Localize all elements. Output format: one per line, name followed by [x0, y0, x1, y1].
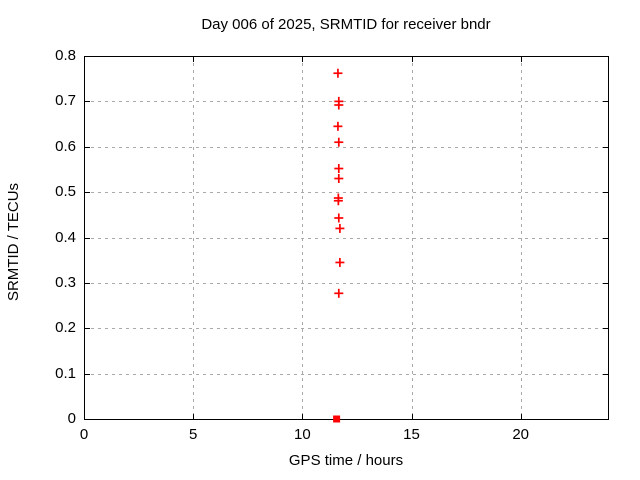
data-point-square: [333, 415, 341, 423]
y-tick-label-0.4: 0.4: [55, 228, 76, 246]
y-tick-label-0.2: 0.2: [55, 319, 76, 337]
plot-border: [84, 56, 609, 420]
data-point-plus: [333, 121, 343, 131]
x-tick-label-20: 20: [512, 426, 529, 443]
y-tick-label-0.3: 0.3: [55, 273, 76, 291]
data-point-plus: [334, 164, 344, 174]
x-tick-label-5: 5: [188, 426, 198, 443]
data-point-plus: [333, 196, 343, 206]
data-point-plus: [335, 223, 345, 233]
chart-title: Day 006 of 2025, SRMTID for receiver bnd…: [201, 16, 491, 33]
y-axis-label: SRMTID / TECUs: [5, 182, 22, 302]
y-tick-label-0.7: 0.7: [55, 92, 76, 110]
data-point-plus: [334, 100, 344, 110]
y-tick-label-0.6: 0.6: [55, 137, 76, 155]
data-point-plus: [334, 213, 344, 223]
y-tick-label-0: 0: [67, 410, 76, 427]
data-point-plus: [334, 174, 344, 184]
y-tick-label-0.1: 0.1: [55, 364, 76, 382]
y-tick-label-0.5: 0.5: [55, 183, 76, 201]
x-axis-label: GPS time / hours: [288, 452, 404, 469]
data-point-plus: [333, 68, 343, 78]
data-point-plus: [334, 137, 344, 147]
x-tick-label-15: 15: [403, 426, 420, 443]
x-tick-label-0: 0: [79, 426, 89, 443]
data-point-plus: [335, 257, 345, 267]
y-tick-label-0.8: 0.8: [55, 47, 76, 64]
x-tick-label-10: 10: [293, 426, 311, 443]
data-point-plus: [334, 288, 344, 298]
